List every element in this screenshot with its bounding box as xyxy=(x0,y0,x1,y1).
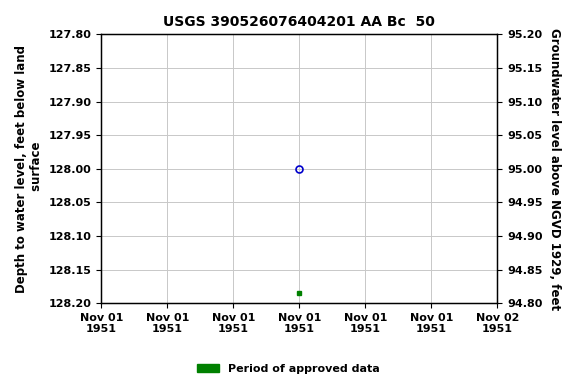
Legend: Period of approved data: Period of approved data xyxy=(192,359,384,379)
Y-axis label: Groundwater level above NGVD 1929, feet: Groundwater level above NGVD 1929, feet xyxy=(548,28,561,310)
Y-axis label: Depth to water level, feet below land
 surface: Depth to water level, feet below land su… xyxy=(15,45,43,293)
Title: USGS 390526076404201 AA Bc  50: USGS 390526076404201 AA Bc 50 xyxy=(164,15,435,29)
